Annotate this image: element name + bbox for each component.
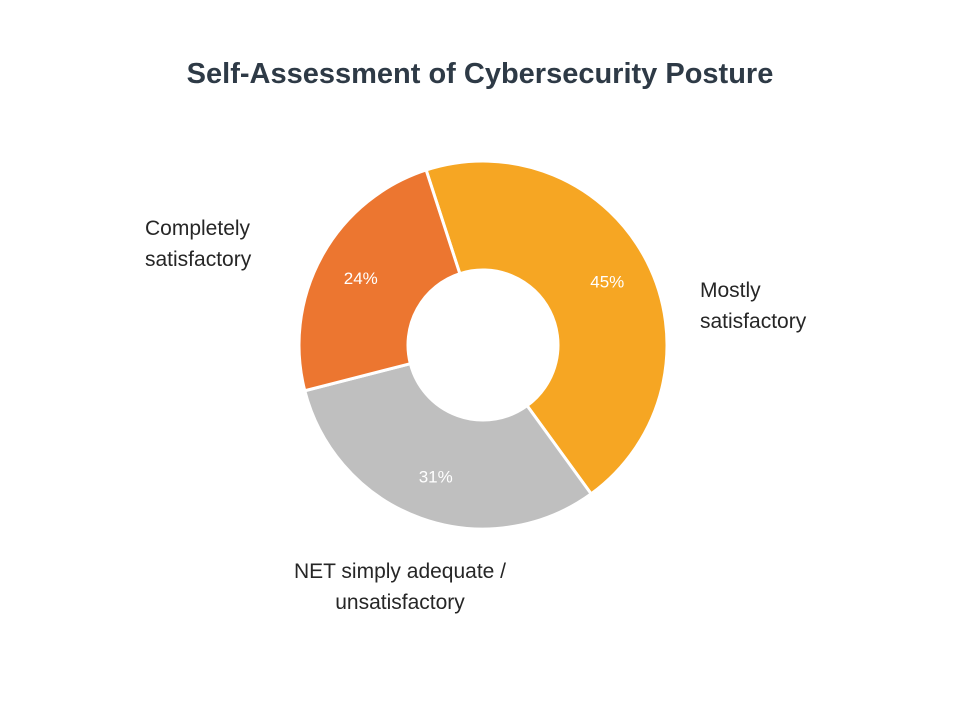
value-label-completely-satisfactory: 24% — [344, 269, 378, 288]
slice-mostly-satisfactory — [424, 159, 669, 496]
slice-net-simply-adequate — [302, 361, 594, 531]
category-label-net-simply-adequate: NET simply adequate / unsatisfactory — [293, 560, 507, 614]
slice-completely-satisfactory — [297, 168, 462, 393]
category-label-completely-satisfactory: Completely satisfactory — [145, 217, 252, 271]
chart-title: Self-Assessment of Cybersecurity Posture — [186, 58, 774, 90]
category-label-mostly-satisfactory: Mostly satisfactory — [700, 279, 807, 333]
value-label-net-simply-adequate: 31% — [419, 467, 453, 486]
value-label-mostly-satisfactory: 45% — [590, 273, 624, 292]
